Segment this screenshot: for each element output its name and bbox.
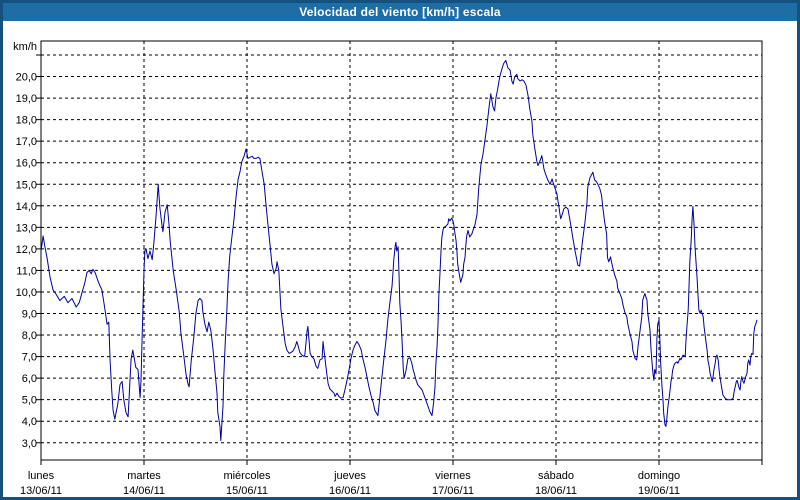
x-axis-date-label: 13/06/11 — [20, 485, 62, 497]
y-axis-label: 19,0 — [16, 93, 37, 105]
x-axis-day-label: martes — [127, 470, 161, 482]
x-axis-date-label: 18/06/11 — [535, 485, 577, 497]
x-axis-day-label: domingo — [638, 470, 680, 482]
y-axis-label: 14,0 — [16, 201, 37, 213]
y-axis-label: 11,0 — [16, 265, 37, 277]
x-axis-day-label: miércoles — [223, 470, 271, 482]
y-axis-label: 3,0 — [22, 438, 37, 450]
y-axis-label: 13,0 — [16, 222, 37, 234]
y-axis-label: 15,0 — [16, 179, 37, 191]
y-axis-label: 18,0 — [16, 115, 37, 127]
y-axis-label: 9,0 — [22, 309, 37, 321]
plot-border — [40, 40, 763, 461]
wind-speed-line — [40, 59, 758, 442]
x-axis-date-label: 19/06/11 — [638, 485, 680, 497]
x-axis-day-label: jueves — [333, 470, 366, 482]
y-axis-label: 7,0 — [22, 352, 37, 364]
x-axis-day-label: sábado — [538, 470, 574, 482]
x-axis-day-label: viernes — [435, 470, 471, 482]
y-axis-label: 10,0 — [16, 287, 37, 299]
y-axis-label: 6,0 — [22, 373, 37, 385]
x-axis-date-label: 17/06/11 — [432, 485, 474, 497]
window-title: Velocidad del viento [km/h] escala — [299, 4, 501, 19]
y-axis-label: 4,0 — [22, 416, 37, 428]
title-bar: Velocidad del viento [km/h] escala — [3, 2, 797, 21]
x-axis-date-label: 16/06/11 — [329, 485, 371, 497]
y-axis-label: 16,0 — [16, 158, 37, 170]
x-axis-day-label: lunes — [28, 470, 55, 482]
x-axis-date-label: 15/06/11 — [226, 485, 268, 497]
y-axis-label: 17,0 — [16, 136, 37, 148]
y-axis-label: 8,0 — [22, 330, 37, 342]
y-axis-label: 5,0 — [22, 395, 37, 407]
y-axis-label: 20,0 — [16, 72, 37, 84]
y-axis-unit-label: km/h — [13, 41, 37, 53]
y-axis-label: 12,0 — [16, 244, 37, 256]
x-axis-date-label: 14/06/11 — [123, 485, 165, 497]
